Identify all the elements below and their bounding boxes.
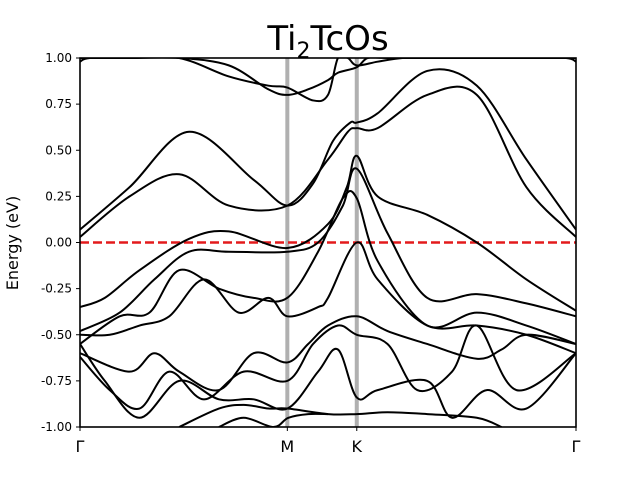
- band-line-10: [218, 412, 329, 427]
- band-line-1: [80, 85, 576, 238]
- y-tick-label: -0.75: [41, 374, 72, 388]
- band-line-8: [80, 343, 576, 419]
- x-tick-label: K: [352, 437, 363, 456]
- y-tick-label: 0.25: [45, 189, 72, 203]
- y-axis-ticks: 1.00 0.75 0.50 0.25 0.00 -0.25 -0.50 -0.75 -1.00: [41, 51, 80, 434]
- band-line-6: [80, 315, 576, 392]
- y-tick-label: 0.50: [45, 143, 72, 157]
- band-line-5: [80, 241, 576, 355]
- y-tick-label: 1.00: [45, 51, 72, 65]
- band-line-7: [80, 324, 576, 410]
- x-tick-label: M: [280, 437, 294, 456]
- y-tick-label: -0.50: [41, 328, 72, 342]
- band-line-12: [80, 58, 576, 96]
- band-line-4: [80, 189, 576, 345]
- y-tick-label: -1.00: [41, 420, 72, 434]
- band-line-3: [80, 167, 576, 332]
- x-tick-label: Γ: [76, 437, 85, 456]
- chart-title-main: Ti: [266, 19, 296, 59]
- x-tick-label: Γ: [572, 437, 581, 456]
- chart-title-rest: TcOs: [310, 19, 389, 59]
- y-axis-label: Energy (eV): [3, 196, 22, 290]
- band-line-2: [80, 154, 576, 312]
- band-line-0: [80, 68, 576, 231]
- plot-area: [80, 58, 576, 427]
- chart-title-subscript: 2: [297, 39, 311, 64]
- band-line-11: [80, 58, 576, 103]
- band-lines: [80, 58, 576, 427]
- y-tick-label: 0.75: [45, 97, 72, 111]
- y-tick-label: 0.00: [45, 236, 72, 250]
- y-tick-label: -0.25: [41, 282, 72, 296]
